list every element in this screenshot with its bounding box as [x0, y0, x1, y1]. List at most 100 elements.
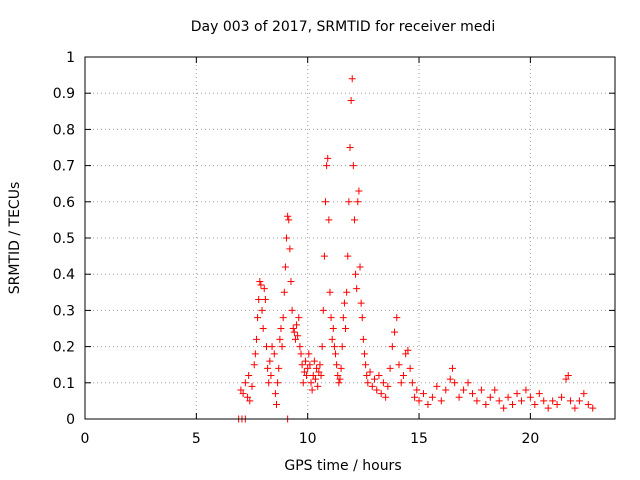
y-axis-label: SRMTID / TECUs	[7, 182, 23, 295]
y-tick-label: 1	[66, 50, 75, 66]
x-tick-label: 5	[192, 431, 201, 447]
data-point	[589, 404, 597, 412]
data-point	[261, 296, 269, 304]
data-point	[339, 314, 347, 322]
data-point	[254, 314, 262, 322]
data-point	[279, 314, 287, 322]
data-point	[491, 386, 499, 394]
data-point	[406, 364, 414, 372]
data-point	[246, 397, 254, 405]
data-point	[540, 397, 548, 405]
data-point	[280, 288, 288, 296]
data-point	[348, 75, 356, 83]
data-point	[580, 390, 588, 398]
y-tick-label: 0.9	[53, 86, 75, 102]
data-point	[239, 390, 247, 398]
data-point	[333, 361, 341, 369]
data-point	[370, 375, 378, 383]
data-point	[522, 386, 530, 394]
data-point	[424, 401, 432, 409]
data-point	[260, 285, 268, 293]
data-point	[301, 357, 309, 365]
data-point	[324, 154, 332, 162]
data-point	[264, 364, 272, 372]
data-point	[349, 162, 357, 170]
data-point	[386, 364, 394, 372]
data-point	[564, 372, 572, 380]
data-point	[248, 382, 256, 390]
data-point	[393, 314, 401, 322]
y-tick-label: 0.1	[53, 376, 75, 392]
data-point	[250, 361, 258, 369]
data-point	[363, 372, 371, 380]
data-point	[404, 346, 412, 354]
y-tick-label: 0.6	[53, 195, 75, 211]
y-tick-label: 0.5	[53, 231, 75, 247]
data-point	[304, 364, 312, 372]
data-point	[310, 357, 318, 365]
data-point	[437, 397, 445, 405]
data-point	[285, 216, 293, 224]
data-point	[320, 252, 328, 260]
data-point	[327, 314, 335, 322]
data-point	[303, 372, 311, 380]
data-point	[314, 382, 322, 390]
data-point	[295, 314, 303, 322]
data-point	[286, 245, 294, 253]
data-point	[562, 375, 570, 383]
data-point	[251, 350, 259, 358]
data-point	[571, 404, 579, 412]
data-point	[244, 393, 252, 401]
data-point	[271, 390, 279, 398]
data-point	[358, 314, 366, 322]
y-tick-label: 0.8	[53, 122, 75, 138]
data-point	[307, 379, 315, 387]
data-point	[335, 379, 343, 387]
data-point	[509, 401, 517, 409]
x-tick-labels: 0 5 10 15 20	[81, 431, 540, 447]
data-point	[566, 397, 574, 405]
data-point	[241, 379, 249, 387]
data-point	[495, 397, 503, 405]
data-point	[276, 335, 284, 343]
data-point	[294, 332, 302, 340]
data-point	[364, 379, 372, 387]
data-point	[517, 397, 525, 405]
x-tick-label: 10	[299, 431, 317, 447]
data-point	[433, 382, 441, 390]
y-tick-label: 0.3	[53, 303, 75, 319]
axis-ticks	[84, 56, 615, 420]
data-point	[535, 390, 543, 398]
data-point	[290, 328, 298, 336]
data-point	[317, 372, 325, 380]
data-point	[330, 343, 338, 351]
data-point	[455, 393, 463, 401]
data-point	[368, 382, 376, 390]
data-point	[278, 343, 286, 351]
data-point	[382, 393, 390, 401]
data-point	[366, 368, 374, 376]
data-point	[277, 325, 285, 332]
data-point	[326, 288, 334, 296]
data-points	[235, 75, 597, 423]
data-point	[266, 357, 274, 365]
data-point	[252, 335, 260, 343]
data-point	[237, 386, 245, 394]
data-point	[411, 393, 419, 401]
data-point	[257, 281, 265, 289]
data-point	[344, 252, 352, 260]
data-point	[305, 350, 313, 358]
data-point	[336, 375, 344, 383]
data-point	[245, 372, 253, 380]
data-point	[291, 335, 299, 343]
data-point	[268, 343, 276, 351]
data-point	[293, 321, 301, 329]
data-point	[486, 393, 494, 401]
data-point	[315, 368, 323, 376]
data-point	[309, 372, 317, 380]
x-axis-label: GPS time / hours	[284, 458, 401, 474]
y-tick-label: 0.4	[53, 267, 75, 283]
data-point	[311, 375, 319, 383]
data-point	[460, 386, 468, 394]
data-point	[299, 379, 307, 387]
